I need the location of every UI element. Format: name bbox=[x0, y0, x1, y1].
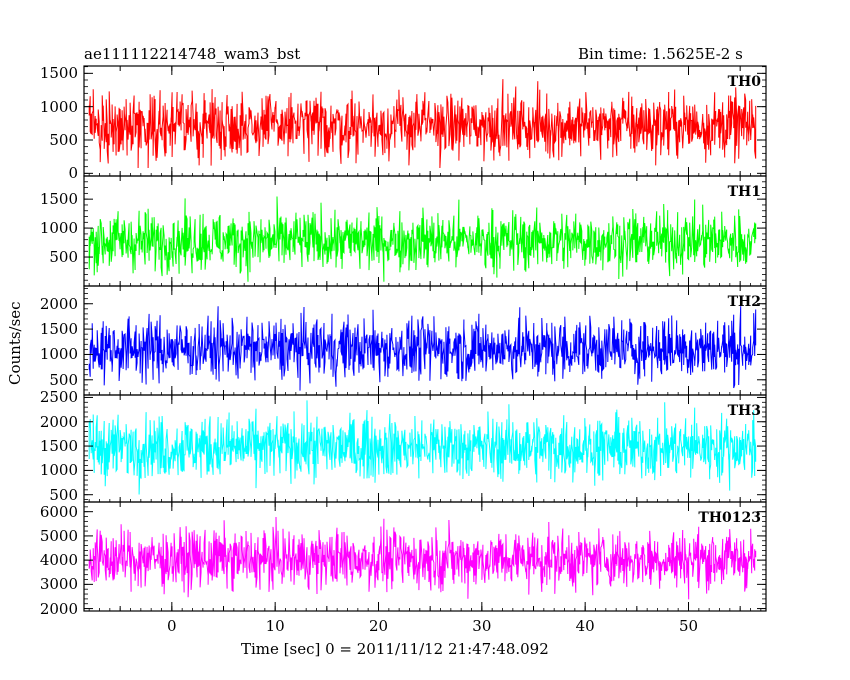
y-tick-label-th0123: 3000 bbox=[39, 575, 78, 594]
y-tick-label-th0: 500 bbox=[49, 131, 78, 149]
y-tick-label-th3: 1000 bbox=[39, 461, 78, 480]
y-tick-label-th0123: 2000 bbox=[39, 599, 78, 618]
series-line-th1 bbox=[88, 196, 757, 282]
y-tick-label-th3: 2000 bbox=[39, 412, 78, 431]
y-tick-label-th3: 500 bbox=[49, 485, 78, 504]
y-tick-label-th2: 1000 bbox=[39, 345, 78, 364]
y-tick-label-th1: 1500 bbox=[39, 190, 78, 209]
x-tick-label: 10 bbox=[265, 617, 285, 635]
x-tick-label: 30 bbox=[472, 617, 492, 635]
y-tick-label-th2: 2000 bbox=[39, 294, 78, 313]
x-tick-label: 20 bbox=[368, 617, 389, 635]
y-tick-label-th2: 1500 bbox=[39, 320, 78, 339]
panel-frame-th0123 bbox=[83, 501, 767, 612]
plot-title: ae111112214748_wam3_bst bbox=[84, 45, 301, 63]
y-tick-label-th2: 500 bbox=[49, 370, 78, 389]
panel-label-th2: TH2 bbox=[727, 294, 761, 310]
panel-label-th1: TH1 bbox=[727, 184, 761, 200]
panel-label-th0123: TH0123 bbox=[698, 510, 761, 526]
series-line-th2 bbox=[88, 306, 757, 391]
y-tick-label-th1: 500 bbox=[49, 248, 78, 267]
x-axis-label: Time [sec] 0 = 2011/11/12 21:47:48.092 bbox=[241, 640, 549, 658]
series-line-th3 bbox=[88, 400, 757, 495]
y-tick-label-th1: 1000 bbox=[39, 219, 78, 238]
series-line-th0123 bbox=[88, 516, 757, 600]
y-tick-label-th3: 2500 bbox=[39, 388, 78, 407]
y-tick-label-th0123: 6000 bbox=[39, 502, 78, 521]
y-tick-label-th0123: 5000 bbox=[39, 526, 78, 545]
y-tick-label-th0: 1000 bbox=[39, 97, 78, 116]
y-tick-label-th0: 1500 bbox=[39, 64, 78, 83]
y-tick-label-th0123: 4000 bbox=[39, 551, 78, 570]
bin-time-label: Bin time: 1.5625E-2 s bbox=[578, 45, 743, 63]
x-tick-label: 40 bbox=[575, 617, 595, 635]
x-tick-label: 50 bbox=[678, 617, 699, 635]
panel-label-th0: TH0 bbox=[727, 74, 761, 90]
panel-label-th3: TH3 bbox=[727, 403, 761, 419]
series-line-th0 bbox=[88, 79, 757, 169]
y-tick-label-th3: 1500 bbox=[39, 437, 78, 456]
x-tick-label: 0 bbox=[167, 617, 177, 635]
y-tick-label-th0: 0 bbox=[68, 164, 78, 183]
